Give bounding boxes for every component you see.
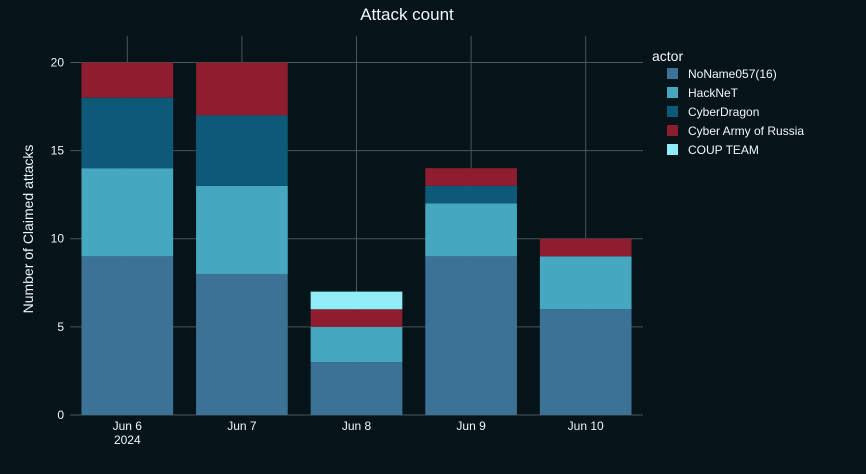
y-tick-label: 15 — [51, 144, 65, 158]
bar-hacknet-jun-6[interactable] — [81, 168, 174, 257]
y-tick-label: 20 — [51, 55, 65, 69]
y-tick-label: 10 — [51, 232, 65, 246]
bar-hacknet-jun-9[interactable] — [425, 203, 517, 257]
bar-cyberdragon-jun-6[interactable] — [81, 97, 174, 169]
y-axis-title: Number of Claimed attacks — [20, 145, 36, 314]
bar-hacknet-jun-8[interactable] — [310, 326, 403, 363]
bar-cyber-army-of-russia-jun-10[interactable] — [539, 238, 632, 257]
legend-label: NoName057(16) — [688, 67, 777, 81]
legend-swatch — [667, 106, 678, 117]
bar-noname057-16-jun-9[interactable] — [425, 256, 517, 415]
x-tick-label: Jun 10 — [568, 419, 604, 433]
bar-cyber-army-of-russia-jun-9[interactable] — [425, 168, 517, 186]
x-tick-label: Jun 8 — [342, 419, 372, 433]
legend-title: actor — [652, 48, 683, 64]
y-tick-label: 5 — [57, 320, 64, 334]
bar-cyber-army-of-russia-jun-8[interactable] — [310, 309, 403, 327]
x-tick-label: Jun 7 — [227, 419, 257, 433]
x-tick-label: Jun 6 — [113, 419, 143, 433]
chart-title: Attack count — [360, 5, 454, 24]
x-tick-sublabel: 2024 — [114, 433, 141, 447]
legend-label: COUP TEAM — [688, 143, 759, 157]
x-tick-label: Jun 9 — [456, 419, 486, 433]
legend-item-cyberdragon[interactable]: CyberDragon — [667, 105, 759, 119]
y-tick-label: 0 — [57, 408, 64, 422]
bar-cyber-army-of-russia-jun-6[interactable] — [81, 62, 174, 98]
legend-item-noname057-16[interactable]: NoName057(16) — [667, 67, 777, 81]
bar-coup-team-jun-8[interactable] — [310, 291, 403, 310]
bar-noname057-16-jun-6[interactable] — [81, 256, 174, 415]
bar-hacknet-jun-7[interactable] — [196, 185, 288, 274]
bar-noname057-16-jun-8[interactable] — [310, 362, 403, 415]
legend-label: Cyber Army of Russia — [688, 124, 804, 138]
bar-noname057-16-jun-7[interactable] — [196, 273, 288, 415]
legend[interactable]: NoName057(16) HackNeT CyberDragon Cyber Arm… — [667, 67, 804, 157]
legend-item-cyber-army-of-russia[interactable]: Cyber Army of Russia — [667, 124, 804, 138]
legend-swatch — [667, 87, 678, 98]
legend-label: CyberDragon — [688, 105, 759, 119]
bars — [81, 62, 632, 415]
legend-item-coup-team[interactable]: COUP TEAM — [667, 143, 759, 157]
legend-label: HackNeT — [688, 86, 739, 100]
bar-cyberdragon-jun-9[interactable] — [425, 185, 517, 204]
legend-swatch — [667, 125, 678, 136]
bar-cyberdragon-jun-7[interactable] — [196, 115, 288, 186]
legend-item-hacknet[interactable]: HackNeT — [667, 86, 739, 100]
bar-cyber-army-of-russia-jun-7[interactable] — [196, 62, 288, 116]
bar-noname057-16-jun-10[interactable] — [539, 309, 632, 415]
bar-hacknet-jun-10[interactable] — [539, 256, 632, 310]
legend-swatch — [667, 144, 678, 155]
legend-swatch — [667, 68, 678, 79]
